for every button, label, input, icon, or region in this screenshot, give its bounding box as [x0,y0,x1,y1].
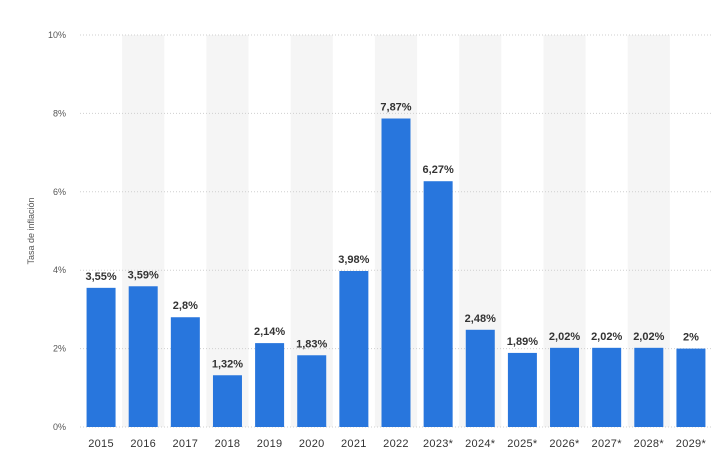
bar [212,375,242,427]
bar-value-label: 3,98% [338,254,369,266]
bar-value-label: 2,02% [633,331,664,343]
column-band [206,35,249,427]
bar-value-label: 1,32% [212,358,243,370]
x-tick-label: 2024* [465,438,496,450]
bar [381,118,411,427]
y-tick-label: 2% [53,344,66,354]
x-axis-tick-labels: 2015 2016 2017 2018 2019 2020 2021 2022 2023* 202… [88,438,706,450]
bar [634,347,664,427]
x-tick-label: 2018 [215,438,241,450]
y-tick-label: 6% [53,187,66,197]
bars [86,118,706,427]
x-tick-label: 2020 [299,438,325,450]
y-axis-tick-labels: 0% 2% 4% 6% 8% 10% [48,30,66,432]
y-axis-title: Tasa de inflación [26,197,36,264]
bar [297,355,327,427]
bar-value-label: 1,89% [507,336,538,348]
bar [592,347,622,427]
bar [676,348,706,427]
y-tick-label: 0% [53,422,66,432]
bar [86,287,116,427]
bar [339,270,369,427]
bar-value-label: 2,02% [549,331,580,343]
y-tick-label: 8% [53,108,66,118]
x-tick-label: 2016 [130,438,156,450]
bar-value-label: 2,14% [254,326,285,338]
bar [170,317,200,427]
bar [507,352,537,427]
bar [465,329,495,427]
x-tick-label: 2017 [172,438,198,450]
bar-value-label: 7,87% [380,101,411,113]
bar-value-label: 2% [683,332,699,344]
x-tick-label: 2025* [507,438,538,450]
bar [423,181,453,427]
bar [550,347,580,427]
x-tick-label: 2029* [676,438,707,450]
bar-value-label: 2,02% [591,331,622,343]
bar [128,286,158,427]
bar [255,343,285,427]
x-tick-label: 2021 [341,438,367,450]
bar-value-label: 3,55% [85,271,116,283]
y-tick-label: 10% [48,30,66,40]
y-tick-label: 4% [53,265,66,275]
x-tick-label: 2023* [423,438,454,450]
x-tick-label: 2026* [549,438,580,450]
x-tick-label: 2027* [592,438,623,450]
x-tick-label: 2015 [88,438,114,450]
bar-value-labels: 3,55% 3,59% 2,8% 1,32% 2,14% 1,83% 3,98% 7,87% 6… [85,101,699,370]
bar-value-label: 3,59% [128,269,159,281]
bar-value-label: 6,27% [423,164,454,176]
bar-value-label: 1,83% [296,338,327,350]
bar-value-label: 2,48% [465,313,496,325]
bar-value-label: 2,8% [173,300,198,312]
x-tick-label: 2019 [257,438,283,450]
x-tick-label: 2028* [634,438,665,450]
x-tick-label: 2022 [383,438,409,450]
